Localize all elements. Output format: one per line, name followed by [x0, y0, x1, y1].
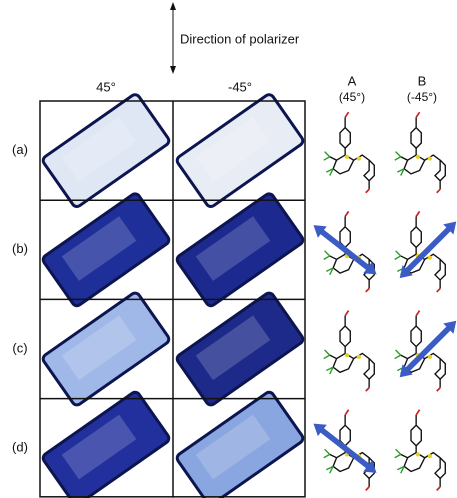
polarizer-label: Direction of polarizer: [180, 31, 300, 46]
molecule: [324, 112, 375, 193]
row-label: (c): [12, 340, 27, 355]
column-header: -45°: [228, 79, 252, 94]
polarization-arrow: [395, 216, 457, 283]
crystal-image: [41, 291, 170, 407]
molecule: [395, 410, 446, 491]
polarizer-indicator: [170, 2, 176, 74]
molecule-column-angle: (45°): [339, 90, 365, 104]
molecule: [395, 311, 446, 392]
row-label: (d): [12, 440, 28, 455]
polarization-arrow: [395, 316, 457, 383]
crystal-image: [175, 390, 304, 498]
molecule-column-letter: A: [348, 73, 357, 88]
figure: Direction of polarizer 45° -45° A (45°) …: [0, 0, 457, 498]
molecule-column-angle: (-45°): [407, 90, 437, 104]
crystal-image: [41, 93, 170, 209]
molecule: [324, 311, 375, 392]
crystal-image: [175, 93, 304, 209]
crystal-image: [175, 192, 304, 308]
molecule: [395, 112, 446, 193]
crystal-image: [175, 291, 304, 407]
column-header: 45°: [96, 79, 116, 94]
molecule: [395, 211, 446, 292]
crystal-image: [41, 192, 170, 308]
crystal-image: [41, 390, 170, 498]
molecule-column-letter: B: [418, 73, 427, 88]
row-label: (a): [12, 142, 28, 157]
row-label: (b): [12, 241, 28, 256]
